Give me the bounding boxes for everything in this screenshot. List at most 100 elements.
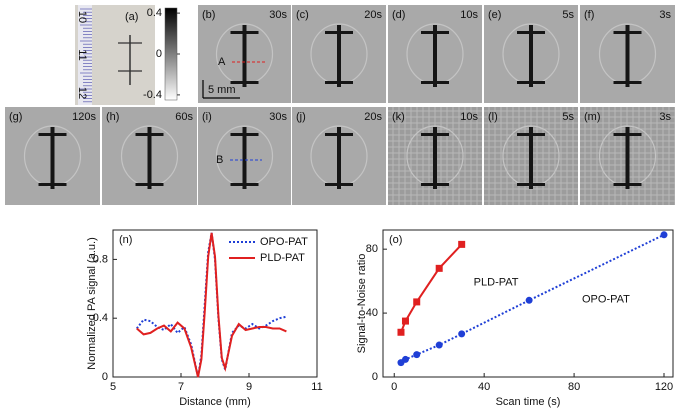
panel-label: (j): [296, 111, 306, 123]
series-line: [400, 243, 463, 333]
object-bar: [613, 81, 642, 84]
x-tick-label: 40: [478, 381, 490, 393]
panel-time: 10s: [460, 9, 478, 21]
x-tick-label: 120: [655, 381, 673, 393]
object-bar: [325, 133, 353, 136]
point: [458, 240, 466, 248]
x-tick-label: 11: [311, 381, 322, 393]
legend-label: OPO-PAT: [260, 236, 308, 248]
object-bar: [230, 81, 259, 84]
point: [660, 231, 668, 239]
panel-time: 3s: [659, 111, 671, 123]
object-bar: [50, 127, 55, 189]
panel-label: (g): [9, 111, 22, 123]
object-bar: [38, 183, 67, 186]
plot-frame: [382, 229, 674, 378]
colorbar-tick-label: 0: [156, 48, 162, 60]
object-bar: [517, 31, 545, 34]
panel-label: (m): [584, 111, 601, 123]
object-bar: [613, 183, 642, 186]
y-tick-label: 0.8: [93, 253, 108, 265]
panel-label: (b): [202, 9, 215, 21]
panel-label: (k): [392, 111, 405, 123]
series-label: PLD-PAT: [474, 276, 519, 288]
panel-time: 5s: [562, 111, 574, 123]
x-tick-label: 0: [391, 381, 397, 393]
y-tick-label: 80: [366, 243, 378, 255]
point: [401, 355, 409, 363]
panel-time: 10s: [460, 111, 478, 123]
object-bar: [529, 25, 533, 87]
panel-label: (a): [125, 11, 138, 23]
x-tick-label: 9: [246, 381, 252, 393]
plot-frame: [112, 229, 318, 378]
panel-label: (i): [202, 111, 212, 123]
object-bar: [421, 133, 449, 136]
object-bar: [38, 133, 67, 136]
object-bar: [135, 183, 164, 186]
point: [525, 296, 533, 304]
panel-label: (c): [296, 9, 309, 21]
point: [397, 328, 405, 336]
object-bar: [421, 81, 449, 84]
profile-label: A: [218, 56, 226, 68]
object-bar: [230, 31, 259, 34]
object-bar: [433, 25, 437, 87]
panel-label: (h): [106, 111, 119, 123]
panel-time: 60s: [175, 111, 193, 123]
object-bar: [421, 31, 449, 34]
x-tick-label: 80: [568, 381, 580, 393]
y-tick-label: 0.4: [93, 312, 108, 324]
object-bar: [529, 127, 533, 189]
object-bar: [337, 127, 341, 189]
panel-time: 5s: [562, 9, 574, 21]
colorbar: [164, 7, 178, 101]
object-bar: [242, 127, 247, 189]
object-bar: [325, 31, 353, 34]
series-line: [136, 232, 287, 378]
ruler-label: 11: [76, 49, 88, 60]
y-axis-label: Normalized PA signal (a.u.): [86, 237, 98, 369]
ruler-label: 10: [76, 11, 88, 23]
y-tick-label: 0: [372, 371, 378, 383]
object-bar: [517, 133, 545, 136]
x-axis-label: Scan time (s): [496, 396, 561, 408]
panel-label: (l): [488, 111, 498, 123]
object-bar: [613, 133, 642, 136]
panel-time: 120s: [72, 111, 96, 123]
panel-label: (f): [584, 9, 594, 21]
object-bar: [517, 81, 545, 84]
panel-label: (d): [392, 9, 405, 21]
point: [435, 264, 443, 272]
chart-title: (o): [389, 234, 402, 246]
point: [435, 341, 443, 349]
panel-time: 3s: [659, 9, 671, 21]
object-bar: [230, 183, 259, 186]
object-bar: [242, 25, 247, 87]
x-axis-label: Distance (mm): [179, 396, 251, 408]
panel-time: 30s: [269, 111, 287, 123]
object-bar: [625, 25, 630, 87]
object-bar: [325, 183, 353, 186]
object-bar: [147, 127, 152, 189]
chart-title: (n): [119, 234, 132, 246]
ruler-label: 12: [76, 87, 88, 99]
ruler: [78, 5, 92, 105]
colorbar-tick-label: 0.4: [147, 7, 162, 19]
object-bar: [433, 127, 437, 189]
colorbar-tick-label: -0.4: [143, 89, 162, 101]
scale-bar-label: 5 mm: [208, 84, 236, 96]
panel-time: 20s: [364, 111, 382, 123]
object-bar: [325, 81, 353, 84]
profile-label: B: [216, 154, 223, 166]
object-bar: [517, 183, 545, 186]
point: [401, 317, 409, 325]
panel-label: (e): [488, 9, 501, 21]
point: [413, 298, 421, 306]
object-bar: [337, 25, 341, 87]
object-bar: [135, 133, 164, 136]
object-bar: [421, 183, 449, 186]
y-axis-label: Signal-to-Noise ratio: [356, 254, 368, 354]
x-tick-label: 5: [110, 381, 116, 393]
